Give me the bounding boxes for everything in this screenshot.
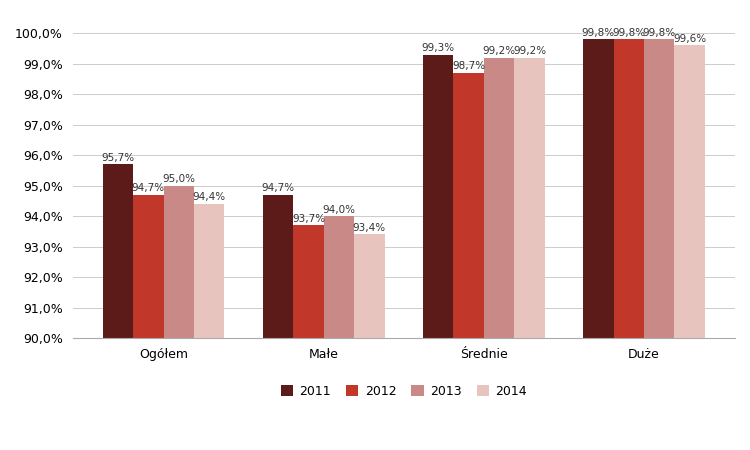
Bar	[354, 234, 385, 450]
Text: 95,0%: 95,0%	[162, 174, 195, 184]
Bar	[262, 195, 293, 450]
Bar	[674, 45, 705, 450]
Bar	[164, 186, 194, 450]
Text: 94,7%: 94,7%	[132, 183, 165, 193]
Legend: 2011, 2012, 2013, 2014: 2011, 2012, 2013, 2014	[275, 380, 532, 403]
Text: 99,3%: 99,3%	[422, 43, 454, 53]
Text: 93,4%: 93,4%	[352, 223, 386, 233]
Text: 99,8%: 99,8%	[643, 28, 676, 38]
Bar	[423, 54, 454, 450]
Bar	[614, 40, 644, 450]
Bar	[103, 164, 134, 450]
Bar	[584, 40, 614, 450]
Text: 98,7%: 98,7%	[452, 61, 485, 72]
Text: 99,8%: 99,8%	[612, 28, 646, 38]
Text: 99,2%: 99,2%	[513, 46, 546, 56]
Text: 94,0%: 94,0%	[322, 205, 356, 215]
Text: 94,7%: 94,7%	[262, 183, 295, 193]
Bar	[134, 195, 164, 450]
Bar	[484, 58, 514, 450]
Bar	[514, 58, 544, 450]
Text: 93,7%: 93,7%	[292, 214, 325, 224]
Bar	[644, 40, 674, 450]
Bar	[293, 225, 324, 450]
Bar	[454, 73, 484, 450]
Bar	[324, 216, 354, 450]
Text: 94,4%: 94,4%	[193, 193, 226, 202]
Text: 99,2%: 99,2%	[482, 46, 516, 56]
Bar	[194, 204, 224, 450]
Text: 95,7%: 95,7%	[101, 153, 134, 163]
Text: 99,6%: 99,6%	[673, 34, 706, 44]
Text: 99,8%: 99,8%	[582, 28, 615, 38]
